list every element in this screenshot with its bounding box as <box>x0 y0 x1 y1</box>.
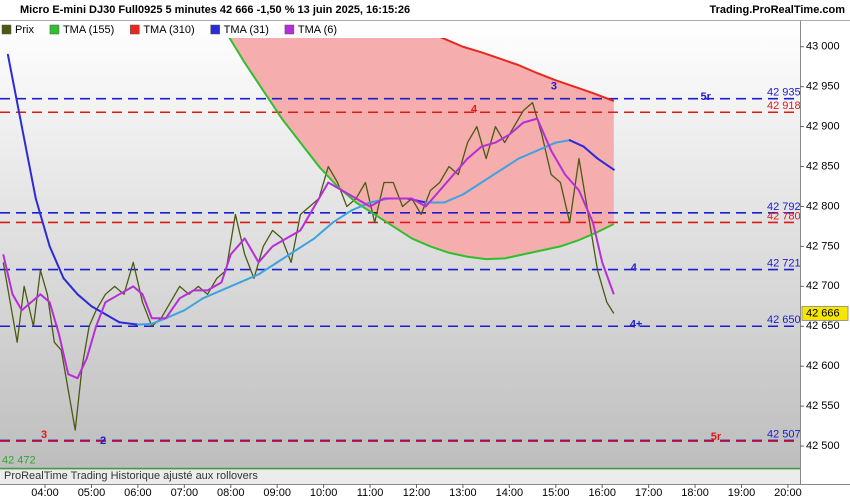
x-tick-label: 09:00 <box>263 487 291 499</box>
legend-swatch <box>130 24 140 35</box>
annotation: 5r <box>701 91 712 103</box>
annotation: 4 <box>631 262 638 274</box>
y-tick-label: 42 600 <box>806 360 840 372</box>
series-segment <box>239 273 260 284</box>
x-tick-label: 08:00 <box>217 487 245 499</box>
series-segment <box>331 209 353 224</box>
y-tick-label: 42 850 <box>806 160 840 172</box>
x-tick-label: 05:00 <box>78 487 106 499</box>
series-line <box>439 38 615 102</box>
x-tick-label: 16:00 <box>588 487 616 499</box>
series-segment <box>517 149 539 160</box>
y-tick-label: 42 500 <box>806 440 840 452</box>
series-segment <box>76 293 93 308</box>
x-tick-label: 14:00 <box>496 487 524 499</box>
x-tick-label: 19:00 <box>728 487 756 499</box>
level-label: 42 721 <box>767 257 801 269</box>
series-segment <box>201 289 223 300</box>
series-segment <box>294 237 316 252</box>
x-tick-label: 17:00 <box>635 487 663 499</box>
series-segment <box>164 309 186 320</box>
y-tick-label: 42 950 <box>806 81 840 93</box>
plot <box>0 38 800 470</box>
x-tick-label: 15:00 <box>542 487 570 499</box>
x-tick-label: 06:00 <box>124 487 152 499</box>
series-segment <box>118 321 139 326</box>
annotation: 5r <box>711 431 722 443</box>
y-tick-label: 43 000 <box>806 41 840 53</box>
series-segment <box>568 139 585 148</box>
y-tick-label: 42 750 <box>806 240 840 252</box>
series-segment <box>536 141 557 152</box>
series-segment <box>20 125 37 200</box>
series-segment <box>90 305 107 316</box>
series-segment <box>220 281 242 292</box>
series-line <box>228 38 615 261</box>
series-segment <box>62 277 79 296</box>
level-label: 42 472 <box>2 454 36 466</box>
series-segment <box>257 261 279 276</box>
chart-title: Micro E-mini DJ30 Full0925 5 minutes 42 … <box>20 4 410 16</box>
legend-label: TMA (155) <box>63 24 114 36</box>
level-label: 42 507 <box>767 428 801 440</box>
legend-label: TMA (310) <box>143 24 194 36</box>
ma-area <box>229 38 614 260</box>
source: Trading.ProRealTime.com <box>709 4 845 16</box>
legend-swatch <box>284 24 295 35</box>
x-tick-label: 12:00 <box>403 487 431 499</box>
series-segment <box>34 197 51 248</box>
annotation: 2 <box>100 435 106 447</box>
legend-label: TMA (31) <box>224 24 269 36</box>
x-tick-label: 04:00 <box>31 487 59 499</box>
series-segment <box>582 145 599 160</box>
level-label: 42 780 <box>767 210 801 222</box>
last-price-label: 42 666 <box>806 307 840 319</box>
x-tick-label: 10:00 <box>310 487 338 499</box>
series-segment <box>6 53 23 128</box>
legend-label: Prix <box>15 24 34 36</box>
x-tick-label: 18:00 <box>681 487 709 499</box>
level-label: 42 792 <box>767 201 801 213</box>
legend-swatch <box>49 24 60 35</box>
series-segment <box>183 297 204 312</box>
x-tick-label: 11:00 <box>357 487 384 499</box>
series-segment <box>499 157 520 172</box>
overlay: 43 000 42 950 42 900 42 850 42 800 42 750 42 7… <box>1 24 849 499</box>
footer: ProRealTime Trading Historique ajusté au… <box>4 470 258 482</box>
series-segment <box>596 157 615 171</box>
series-segment <box>480 169 502 184</box>
series-segment <box>461 181 483 196</box>
y-tick-label: 42 800 <box>806 200 840 212</box>
series-segment <box>136 322 153 326</box>
y-tick-label: 42 550 <box>806 400 840 412</box>
series-segment <box>313 221 334 240</box>
level-label: 42 918 <box>767 100 801 112</box>
y-tick-label: 42 700 <box>806 280 840 292</box>
x-tick-label: 20:00 <box>774 487 802 499</box>
x-tick-label: 13:00 <box>449 487 477 499</box>
footer-band <box>0 470 800 484</box>
series-segment <box>276 249 297 264</box>
last-price-box <box>801 305 849 321</box>
annotation: 4 <box>471 104 478 116</box>
series-line <box>2 117 615 380</box>
series-segment <box>554 139 571 144</box>
legend-swatch <box>1 24 12 35</box>
y-tick-label: 42 650 <box>806 320 840 332</box>
legend-label: TMA (6) <box>298 24 337 36</box>
x-tick-label: 07:00 <box>171 487 199 499</box>
series-segment <box>104 313 121 324</box>
series-segment <box>443 193 464 204</box>
y-tick-label: 42 900 <box>806 121 840 133</box>
annotation: 4+ <box>630 319 643 331</box>
legend-swatch <box>210 24 220 35</box>
annotation: 3 <box>41 429 47 441</box>
level-label: 42 650 <box>767 314 801 326</box>
level-label: 42 935 <box>767 87 801 99</box>
annotation: 3 <box>551 81 557 93</box>
series-segment <box>48 245 65 280</box>
